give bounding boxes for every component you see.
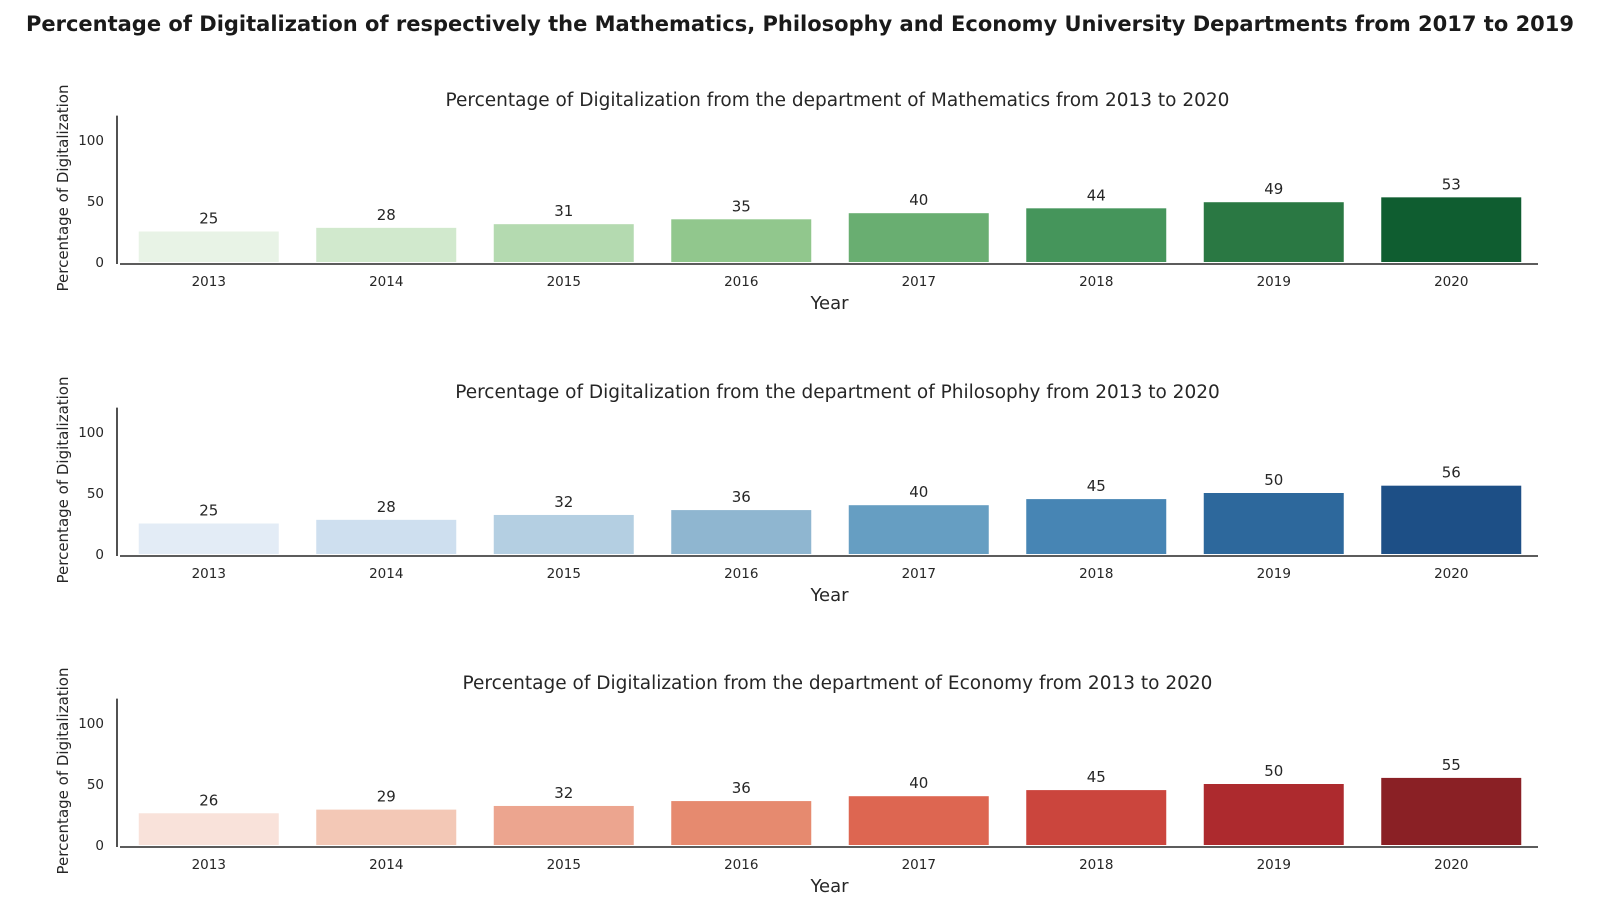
x-tick-label-2020: 2020 — [1434, 566, 1468, 582]
data-label-2013: 25 — [199, 210, 218, 228]
data-label-2019: 50 — [1264, 471, 1283, 489]
data-label-2016: 35 — [732, 197, 751, 215]
x-tick-label-2014: 2014 — [369, 274, 403, 290]
bar-2014 — [316, 519, 457, 554]
x-tick-label-2015: 2015 — [547, 566, 581, 582]
y-tick-label: 0 — [95, 255, 104, 271]
data-label-2016: 36 — [732, 779, 751, 797]
data-label-2017: 40 — [909, 483, 928, 501]
bar-2015 — [493, 805, 634, 845]
y-tick-label: 50 — [87, 777, 104, 793]
y-axis-label: Percentage of Digitalization — [54, 377, 72, 584]
chart-title: Percentage of Digitalization from the de… — [446, 90, 1230, 111]
y-tick-label: 0 — [95, 547, 104, 563]
data-label-2018: 45 — [1087, 768, 1106, 786]
data-label-2014: 28 — [377, 206, 396, 224]
x-tick-label-2019: 2019 — [1257, 274, 1291, 290]
bar-2013 — [138, 813, 279, 845]
data-label-2014: 28 — [377, 498, 396, 516]
bar-2020 — [1381, 485, 1522, 554]
data-label-2015: 32 — [554, 784, 573, 802]
bar-2018 — [1026, 790, 1167, 845]
bar-2020 — [1381, 197, 1522, 262]
bar-2020 — [1381, 777, 1522, 845]
bar-2014 — [316, 809, 457, 845]
data-label-2017: 40 — [909, 191, 928, 209]
chart-panel-2: Percentage of Digitalization from the de… — [54, 668, 1538, 897]
bar-2018 — [1026, 499, 1167, 554]
data-label-2013: 25 — [199, 502, 218, 520]
x-tick-label-2014: 2014 — [369, 566, 403, 582]
x-axis-label: Year — [809, 876, 849, 897]
bar-2019 — [1203, 202, 1344, 262]
bar-2013 — [138, 523, 279, 554]
x-tick-label-2019: 2019 — [1257, 857, 1291, 873]
y-tick-label: 100 — [78, 716, 104, 732]
data-label-2015: 31 — [554, 202, 573, 220]
bar-2019 — [1203, 493, 1344, 554]
x-tick-label-2017: 2017 — [902, 566, 936, 582]
data-label-2018: 44 — [1087, 186, 1106, 204]
data-label-2020: 55 — [1442, 756, 1461, 774]
bar-2018 — [1026, 208, 1167, 262]
y-tick-label: 50 — [87, 486, 104, 502]
x-tick-label-2020: 2020 — [1434, 274, 1468, 290]
y-tick-label: 50 — [87, 194, 104, 210]
figure-title: Percentage of Digitalization of respecti… — [25, 12, 1575, 36]
bar-2016 — [671, 801, 812, 845]
chart-title: Percentage of Digitalization from the de… — [455, 382, 1220, 403]
x-tick-label-2020: 2020 — [1434, 857, 1468, 873]
x-tick-label-2018: 2018 — [1079, 274, 1113, 290]
x-tick-label-2018: 2018 — [1079, 857, 1113, 873]
bar-2014 — [316, 227, 457, 262]
x-axis-label: Year — [809, 585, 849, 606]
data-label-2018: 45 — [1087, 477, 1106, 495]
data-label-2013: 26 — [199, 791, 218, 809]
chart-panel-1: Percentage of Digitalization from the de… — [54, 377, 1538, 606]
bar-2016 — [671, 219, 812, 262]
x-tick-label-2019: 2019 — [1257, 566, 1291, 582]
data-label-2017: 40 — [909, 774, 928, 792]
bar-2017 — [848, 505, 989, 554]
bar-2017 — [848, 213, 989, 262]
x-tick-label-2017: 2017 — [902, 857, 936, 873]
data-label-2019: 50 — [1264, 762, 1283, 780]
data-label-2016: 36 — [732, 488, 751, 506]
x-tick-label-2016: 2016 — [724, 857, 758, 873]
bar-2015 — [493, 514, 634, 554]
x-tick-label-2013: 2013 — [192, 274, 226, 290]
data-label-2015: 32 — [554, 493, 573, 511]
x-axis-label: Year — [809, 293, 849, 314]
x-tick-label-2015: 2015 — [547, 274, 581, 290]
x-tick-label-2016: 2016 — [724, 566, 758, 582]
y-tick-label: 100 — [78, 133, 104, 149]
chart-panel-0: Percentage of Digitalization from the de… — [54, 85, 1538, 314]
bar-2015 — [493, 224, 634, 262]
bar-2016 — [671, 510, 812, 554]
x-tick-label-2018: 2018 — [1079, 566, 1113, 582]
bar-2013 — [138, 231, 279, 262]
x-tick-label-2017: 2017 — [902, 274, 936, 290]
y-tick-label: 0 — [95, 838, 104, 854]
x-tick-label-2013: 2013 — [192, 566, 226, 582]
x-tick-label-2015: 2015 — [547, 857, 581, 873]
data-label-2019: 49 — [1264, 180, 1283, 198]
bar-2017 — [848, 796, 989, 845]
x-tick-label-2013: 2013 — [192, 857, 226, 873]
y-axis-label: Percentage of Digitalization — [54, 85, 72, 292]
y-axis-label: Percentage of Digitalization — [54, 668, 72, 875]
data-label-2014: 29 — [377, 788, 396, 806]
bar-2019 — [1203, 784, 1344, 845]
data-label-2020: 56 — [1442, 464, 1461, 482]
x-tick-label-2014: 2014 — [369, 857, 403, 873]
chart-title: Percentage of Digitalization from the de… — [463, 673, 1213, 694]
y-tick-label: 100 — [78, 425, 104, 441]
x-tick-label-2016: 2016 — [724, 274, 758, 290]
data-label-2020: 53 — [1442, 175, 1461, 193]
